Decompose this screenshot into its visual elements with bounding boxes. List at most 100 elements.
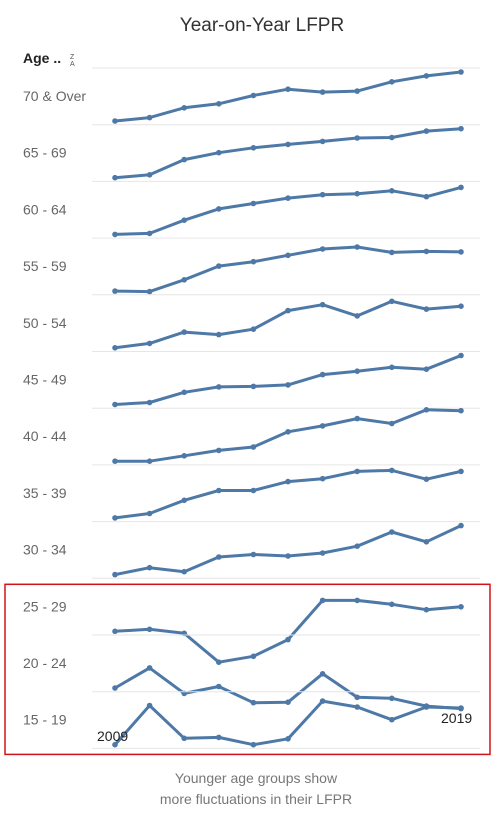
data-point[interactable]: [354, 313, 361, 319]
data-point[interactable]: [423, 306, 430, 312]
data-point[interactable]: [112, 118, 118, 124]
data-point[interactable]: [146, 172, 153, 178]
data-point[interactable]: [216, 263, 222, 269]
data-point[interactable]: [216, 447, 222, 454]
data-point[interactable]: [389, 467, 395, 474]
data-point[interactable]: [389, 716, 395, 723]
data-point[interactable]: [458, 468, 464, 475]
data-point[interactable]: [285, 478, 291, 485]
data-point[interactable]: [285, 699, 291, 705]
data-point[interactable]: [458, 69, 464, 75]
data-point[interactable]: [354, 543, 361, 549]
data-point[interactable]: [250, 258, 257, 265]
data-point[interactable]: [250, 551, 257, 558]
data-point[interactable]: [389, 298, 395, 305]
data-point[interactable]: [216, 487, 222, 494]
data-point[interactable]: [216, 101, 222, 107]
data-point[interactable]: [146, 340, 153, 347]
data-point[interactable]: [216, 659, 222, 665]
data-point[interactable]: [354, 597, 361, 604]
data-point[interactable]: [250, 326, 257, 333]
data-point[interactable]: [423, 476, 430, 483]
data-point[interactable]: [112, 741, 118, 748]
data-point[interactable]: [112, 628, 118, 635]
data-point[interactable]: [216, 554, 222, 560]
series-line[interactable]: [113, 354, 463, 406]
data-point[interactable]: [112, 231, 118, 238]
data-point[interactable]: [423, 193, 430, 200]
data-point[interactable]: [181, 329, 187, 335]
data-point[interactable]: [285, 736, 291, 742]
data-point[interactable]: [250, 653, 257, 660]
data-point[interactable]: [250, 145, 257, 151]
data-point[interactable]: [181, 389, 187, 396]
data-point[interactable]: [389, 364, 395, 371]
data-point[interactable]: [354, 368, 361, 375]
series-line[interactable]: [113, 468, 463, 520]
data-point[interactable]: [423, 366, 430, 373]
data-point[interactable]: [146, 399, 153, 406]
data-point[interactable]: [216, 149, 222, 156]
data-point[interactable]: [319, 597, 326, 604]
data-point[interactable]: [319, 191, 326, 198]
data-point[interactable]: [250, 383, 257, 390]
data-point[interactable]: [216, 384, 222, 390]
data-point[interactable]: [319, 371, 326, 378]
data-point[interactable]: [458, 303, 464, 310]
data-point[interactable]: [250, 444, 257, 450]
data-point[interactable]: [216, 734, 222, 741]
data-point[interactable]: [112, 401, 118, 408]
data-point[interactable]: [112, 288, 118, 294]
data-point[interactable]: [181, 497, 187, 504]
data-point[interactable]: [423, 128, 430, 134]
data-point[interactable]: [319, 423, 326, 429]
data-point[interactable]: [181, 453, 187, 459]
data-point[interactable]: [423, 539, 430, 545]
data-point[interactable]: [146, 626, 153, 633]
data-point[interactable]: [458, 125, 464, 132]
data-point[interactable]: [112, 571, 118, 578]
data-point[interactable]: [389, 79, 395, 85]
data-point[interactable]: [354, 468, 361, 475]
data-point[interactable]: [354, 415, 361, 422]
data-point[interactable]: [285, 195, 291, 201]
data-point[interactable]: [181, 735, 187, 742]
data-point[interactable]: [181, 105, 187, 111]
data-point[interactable]: [285, 636, 291, 643]
data-point[interactable]: [423, 407, 430, 413]
data-point[interactable]: [354, 88, 361, 94]
data-point[interactable]: [389, 134, 395, 141]
data-point[interactable]: [423, 248, 430, 255]
data-point[interactable]: [389, 601, 395, 608]
data-point[interactable]: [458, 407, 464, 414]
data-point[interactable]: [354, 704, 361, 710]
data-point[interactable]: [285, 553, 291, 559]
data-point[interactable]: [146, 702, 153, 709]
data-point[interactable]: [181, 217, 187, 223]
series-line[interactable]: [113, 408, 463, 463]
data-point[interactable]: [250, 741, 257, 748]
data-point[interactable]: [319, 301, 326, 308]
data-point[interactable]: [250, 699, 257, 706]
series-line[interactable]: [113, 70, 463, 123]
data-point[interactable]: [389, 420, 395, 427]
data-point[interactable]: [285, 141, 291, 148]
series-line[interactable]: [113, 598, 463, 664]
data-point[interactable]: [354, 694, 361, 701]
data-point[interactable]: [146, 114, 153, 121]
data-point[interactable]: [458, 352, 464, 359]
data-point[interactable]: [458, 184, 464, 191]
data-point[interactable]: [112, 174, 118, 181]
data-point[interactable]: [319, 475, 326, 482]
data-point[interactable]: [146, 564, 153, 571]
data-point[interactable]: [146, 458, 153, 465]
data-point[interactable]: [250, 200, 257, 207]
data-point[interactable]: [146, 510, 153, 517]
data-point[interactable]: [285, 252, 291, 259]
data-point[interactable]: [458, 249, 464, 255]
data-point[interactable]: [389, 188, 395, 194]
data-point[interactable]: [285, 429, 291, 435]
data-point[interactable]: [181, 568, 187, 575]
data-point[interactable]: [285, 307, 291, 314]
data-point[interactable]: [216, 683, 222, 690]
